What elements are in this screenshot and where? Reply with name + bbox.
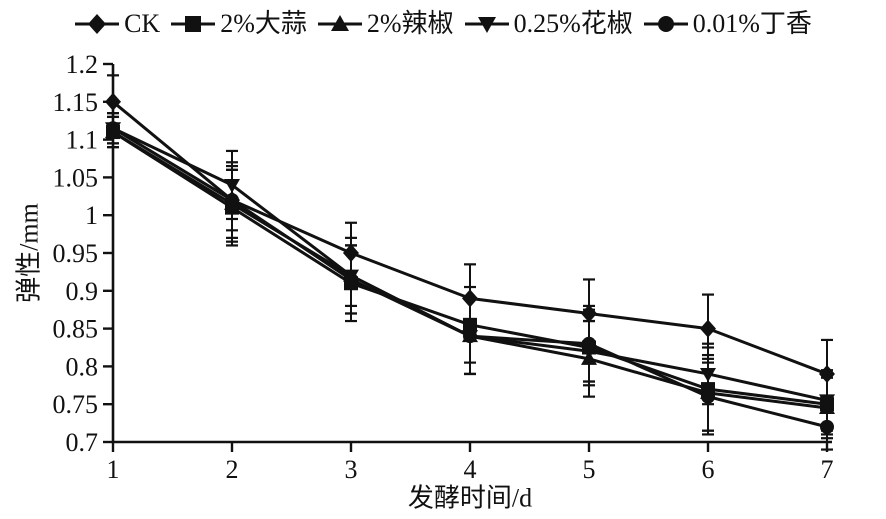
x-axis-title: 发酵时间/d <box>407 483 533 513</box>
legend-item-0: CK <box>74 11 160 37</box>
legend-item-1: 2%大蒜 <box>170 11 307 37</box>
triangle-up-icon <box>317 15 362 31</box>
svg-text:0.9: 0.9 <box>66 277 99 306</box>
legend-label-0: CK <box>124 9 161 38</box>
legend-item-3: 0.25%花椒 <box>464 11 633 37</box>
x-axis-ticks: 1 2 3 4 5 6 7 <box>107 442 834 484</box>
legend-label-1: 2%大蒜 <box>220 9 307 38</box>
svg-text:1.15: 1.15 <box>53 88 99 117</box>
svg-text:1.2: 1.2 <box>66 50 99 79</box>
y-axis-ticks: 1.2 1.15 1.1 1.05 1 0.95 0.9 0.85 0.8 0.75 0.7 <box>53 50 113 457</box>
svg-text:0.7: 0.7 <box>66 428 99 457</box>
svg-text:2: 2 <box>226 455 239 484</box>
chart-legend: CK 2%大蒜 2%辣椒 0.25%花椒 0.01%丁香 <box>0 4 886 44</box>
svg-text:4: 4 <box>464 455 477 484</box>
svg-text:0.95: 0.95 <box>53 239 99 268</box>
triangle-down-icon <box>464 17 509 33</box>
circle-icon <box>643 16 688 32</box>
legend-item-4: 0.01%丁香 <box>643 11 812 37</box>
diamond-icon <box>75 14 120 34</box>
square-icon <box>171 16 216 32</box>
legend-label-3: 0.25%花椒 <box>513 9 633 38</box>
svg-text:1.05: 1.05 <box>53 163 99 192</box>
svg-text:0.8: 0.8 <box>66 352 99 381</box>
y-axis-title: 弹性/mm <box>14 203 44 303</box>
svg-text:1: 1 <box>85 201 98 230</box>
svg-text:3: 3 <box>345 455 358 484</box>
svg-text:0.85: 0.85 <box>53 315 99 344</box>
svg-text:5: 5 <box>583 455 596 484</box>
svg-text:1.1: 1.1 <box>66 126 99 155</box>
svg-text:1: 1 <box>107 455 120 484</box>
svg-text:6: 6 <box>702 455 715 484</box>
legend-item-2: 2%辣椒 <box>317 11 454 37</box>
legend-label-4: 0.01%丁香 <box>692 9 812 38</box>
svg-text:7: 7 <box>821 455 834 484</box>
legend-label-2: 2%辣椒 <box>366 9 454 38</box>
svg-text:0.75: 0.75 <box>53 390 99 419</box>
